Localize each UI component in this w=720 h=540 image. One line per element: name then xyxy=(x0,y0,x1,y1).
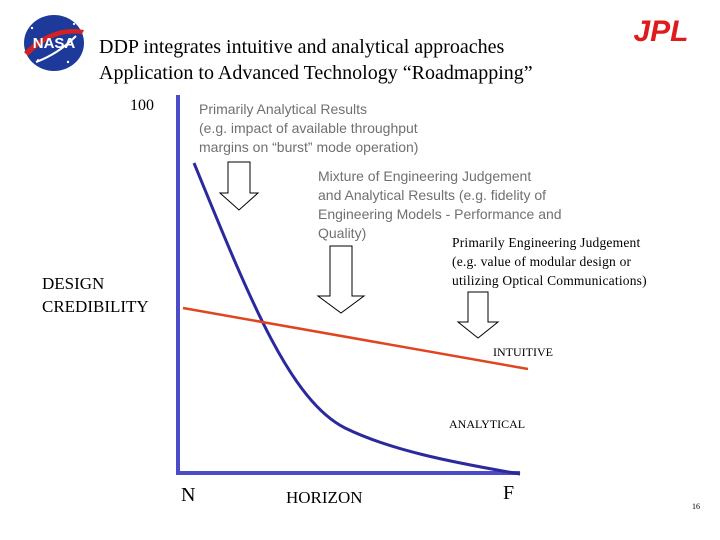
title-line-2: Application to Advanced Technology “Road… xyxy=(99,62,533,84)
nasa-logo: NASA xyxy=(24,15,84,71)
intuitive-line xyxy=(182,306,529,371)
engineering-judgement-note: Primarily Engineering Judgement (e.g. va… xyxy=(452,235,647,288)
analytical-label: ANALYTICAL xyxy=(449,417,526,431)
svg-text:NASA: NASA xyxy=(33,35,76,52)
title-line-1: DDP integrates intuitive and analytical … xyxy=(99,36,505,58)
analytical-curve xyxy=(192,162,521,476)
page-number: 16 xyxy=(692,502,700,511)
y-axis-top-value: 100 xyxy=(130,97,154,114)
down-arrow-engineering xyxy=(456,291,500,339)
x-axis-left-value: N xyxy=(181,484,196,506)
analytical-results-note: Primarily Analytical Results (e.g. impac… xyxy=(199,101,419,155)
mixture-note: Mixture of Engineering Judgement and Ana… xyxy=(318,168,562,241)
intuitive-label: INTUITIVE xyxy=(493,345,553,359)
jpl-logo: JPL xyxy=(633,15,688,46)
down-arrow-mixture xyxy=(316,245,366,314)
x-axis-label: HORIZON xyxy=(286,488,363,507)
svg-text:JPL: JPL xyxy=(633,15,688,46)
y-axis-label: DESIGN CREDIBILITY xyxy=(42,274,149,316)
x-axis-right-value: F xyxy=(503,482,515,504)
down-arrow-analytical xyxy=(218,161,260,211)
